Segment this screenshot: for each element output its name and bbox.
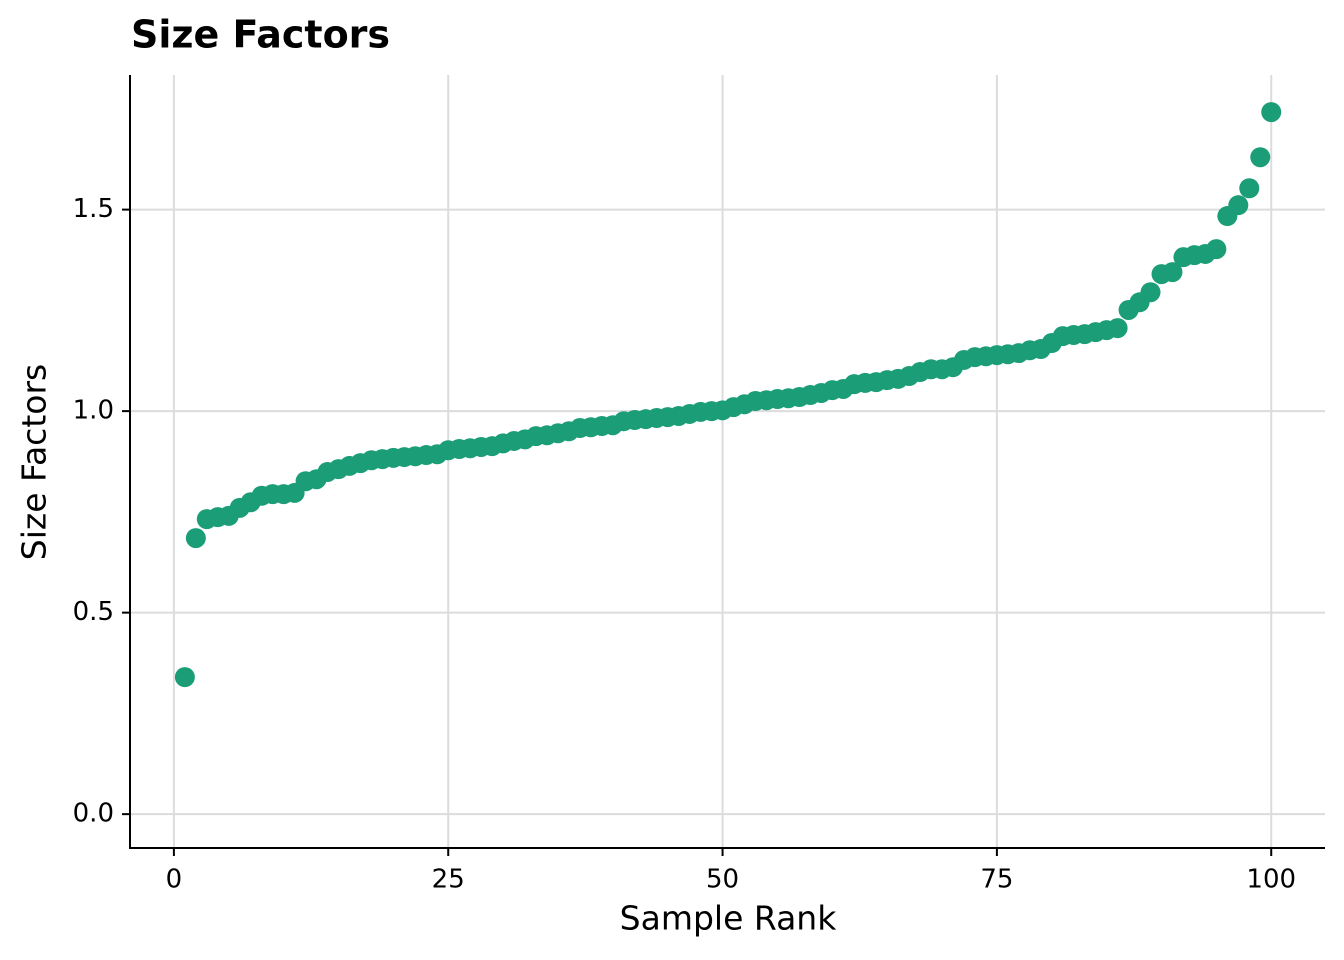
point [1250,147,1271,168]
point [1239,178,1260,199]
y-axis-title: Size Factors [15,364,54,560]
x-axis-title: Sample Rank [620,899,838,938]
point [1162,262,1183,283]
x-tick-label: 0 [166,865,183,895]
point [1228,195,1249,216]
point [1261,102,1282,123]
point [1206,239,1227,260]
point [1107,318,1128,339]
y-tick-label: 0.0 [73,799,114,829]
point [174,667,195,688]
point [1140,282,1161,303]
chart-title: Size Factors [131,13,390,57]
x-tick-label: 100 [1246,865,1296,895]
y-tick-label: 1.5 [73,194,114,224]
x-tick-label: 25 [432,865,465,895]
y-tick-label: 1.0 [73,396,114,426]
x-tick-label: 50 [706,865,739,895]
x-tick-label: 75 [980,865,1013,895]
point [185,528,206,549]
y-tick-label: 0.5 [73,597,114,627]
